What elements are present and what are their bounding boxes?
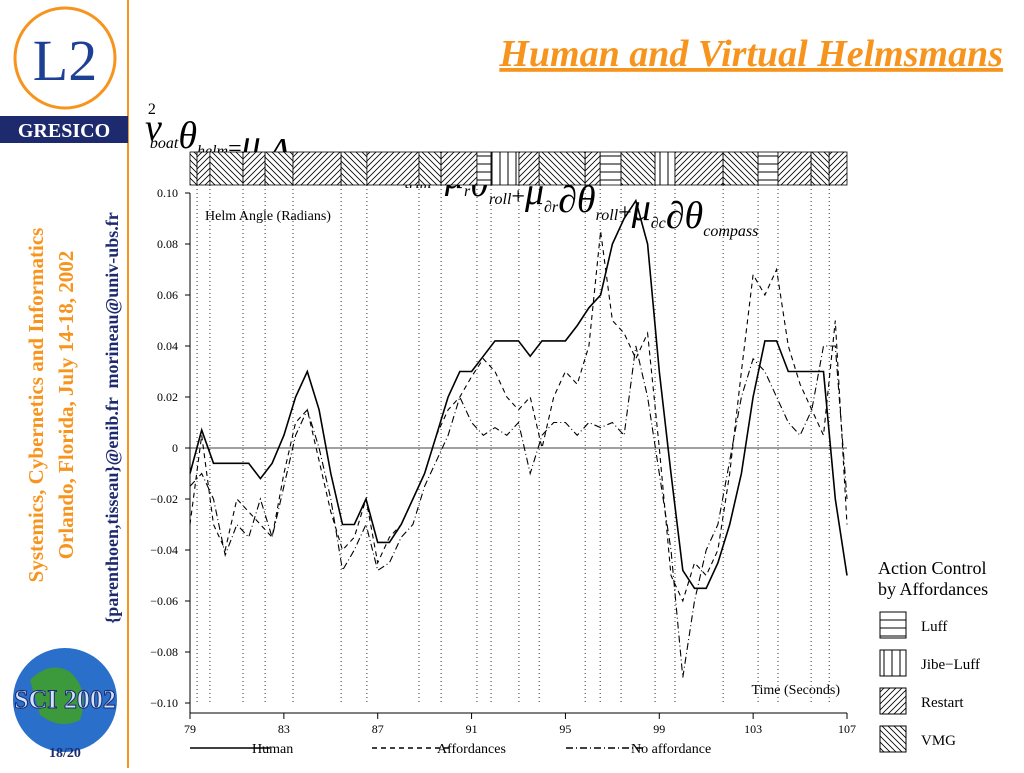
x-tick-label: 83 [278, 722, 290, 736]
series-line [189, 198, 848, 590]
series-line [189, 345, 848, 678]
action-segment [538, 151, 586, 186]
formula-symbol: ∂θ [666, 195, 703, 237]
action-legend-label: VMG [921, 733, 956, 749]
chart: −0.10 −0.08 −0.06 −0.04 −0.02 0 0.02 0.04 0.06 0.… [150, 151, 988, 757]
y-tick-label: 0.08 [157, 237, 178, 251]
action-segment [264, 151, 294, 186]
series-line [189, 231, 848, 603]
action-segment [810, 151, 830, 186]
y-tick-label: 0.04 [157, 339, 178, 353]
y-tick-label: −0.10 [150, 696, 178, 710]
action-segment [620, 151, 656, 186]
place: Orlando, Florida, July 14-18, 2002 [54, 251, 78, 560]
formula-sub: ∂c [651, 215, 666, 232]
action-segment [189, 151, 198, 186]
action-segment [584, 151, 601, 186]
formula-sup: 2 [148, 101, 156, 118]
action-legend-swatch [879, 611, 907, 639]
action-legend-label: Luff [921, 619, 947, 635]
logo-ring [13, 6, 117, 110]
formula-symbol: θ [178, 115, 197, 157]
title: Human and Virtual Helmsmans [498, 33, 1003, 75]
formula-sub: compass [703, 223, 758, 240]
action-segment [366, 151, 420, 186]
y-tick-label: 0.02 [157, 390, 178, 404]
action-segment [418, 151, 442, 186]
authors: {parenthoen,tisseau}@enib.fr morineau@un… [102, 212, 122, 624]
formula-symbol: + [618, 200, 632, 226]
action-segment [654, 151, 676, 186]
formula-symbol: + [511, 184, 525, 210]
action-segment [340, 151, 368, 186]
action-segment [777, 151, 812, 186]
badge: SCI 2002 [14, 685, 116, 714]
action-segment [209, 151, 244, 186]
action-segment [518, 151, 540, 186]
page-number: 18/20 [49, 746, 81, 761]
y-tick-label: −0.06 [150, 594, 178, 608]
globe-land [30, 667, 84, 724]
x-tick-label: 99 [653, 722, 665, 736]
formula-symbol: v [145, 107, 162, 149]
formula-symbol: ∂θ [558, 179, 595, 221]
y-tick-label: 0 [172, 441, 178, 455]
action-segment [440, 151, 478, 186]
y-tick-label: −0.04 [150, 543, 178, 557]
action-segment [476, 151, 492, 186]
formula-sub: ∂r [544, 199, 559, 216]
action-segment [599, 151, 622, 186]
x-tick-label: 87 [372, 722, 384, 736]
lab: GRESICO [18, 120, 110, 142]
action-segment [757, 151, 779, 186]
y-tick-label: −0.08 [150, 645, 178, 659]
x-axis-label: Time (Seconds) [751, 683, 840, 698]
action-legend-swatch [879, 649, 907, 677]
action-legend-swatch [879, 687, 907, 715]
action-legend-title: Action Control [878, 558, 987, 578]
legend-label: Affordances [437, 742, 506, 757]
action-segment [292, 151, 342, 186]
action-segment [674, 151, 724, 186]
action-segment [242, 151, 266, 186]
x-tick-label: 107 [838, 722, 856, 736]
x-tick-label: 91 [466, 722, 478, 736]
y-tick-label: 0.10 [157, 186, 178, 200]
legend-label: No affordance [631, 742, 711, 757]
conference: Systemics, Cybernetics and Informatics [24, 228, 48, 583]
action-legend-label: Jibe−Luff [921, 657, 980, 673]
formula-sub: roll [489, 191, 512, 208]
formula-sub: boat [150, 135, 179, 152]
action-segment [828, 151, 848, 186]
y-tick-label: −0.02 [150, 492, 178, 506]
formula-symbol: μ [631, 187, 651, 229]
x-tick-label: 79 [184, 722, 196, 736]
legend-label: Human [252, 742, 293, 757]
action-segment [722, 151, 759, 186]
y-tick-label: 0.06 [157, 288, 178, 302]
action-legend-label: Restart [921, 695, 964, 711]
action-legend-title: by Affordances [878, 579, 988, 599]
action-legend-swatch [879, 725, 907, 753]
action-segment [490, 151, 520, 186]
logo: L2 [33, 28, 97, 93]
lab-band [0, 116, 128, 143]
x-tick-label: 95 [559, 722, 571, 736]
x-tick-label: 103 [744, 722, 762, 736]
formula-sub: roll [596, 207, 619, 224]
action-segment [196, 151, 211, 186]
y-axis-label: Helm Angle (Radians) [205, 209, 331, 224]
formula-sub: r [464, 183, 471, 200]
